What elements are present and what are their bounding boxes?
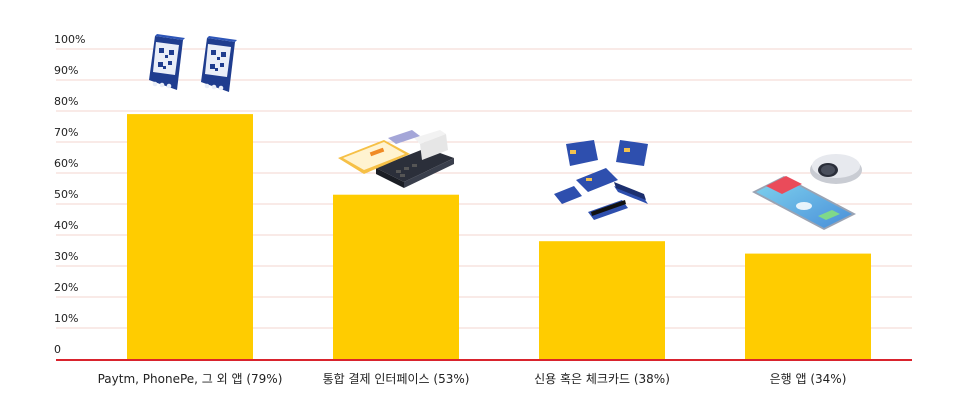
category-labels: Paytm, PhonePe, 그 외 앱 (79%) 통합 결제 인터페이스 (… <box>98 371 847 386</box>
smartphone-payment-icon <box>752 154 862 230</box>
y-tick-label: 70% <box>54 126 78 139</box>
y-tick-label: 80% <box>54 95 78 108</box>
category-label: 은행 앱 (34%) <box>770 371 847 386</box>
category-label: 통합 결제 인터페이스 (53%) <box>323 372 470 386</box>
y-tick-label: 40% <box>54 219 78 232</box>
bars <box>127 114 871 359</box>
bar <box>745 253 871 359</box>
bar <box>539 241 665 359</box>
y-tick-label: 10% <box>54 312 78 325</box>
y-tick-labels: 0 10% 20% 30% 40% 50% 60% 70% 80% 90% 100% <box>54 33 85 356</box>
bar <box>127 114 253 359</box>
qr-stand-icon <box>149 34 237 92</box>
bar <box>333 194 459 359</box>
card-terminal-icon <box>338 130 454 188</box>
y-tick-label: 20% <box>54 281 78 294</box>
y-tick-label: 50% <box>54 188 78 201</box>
y-tick-label: 60% <box>54 157 78 170</box>
y-tick-label: 100% <box>54 33 85 46</box>
credit-cards-icon <box>554 140 648 220</box>
y-tick-label: 0 <box>54 343 61 356</box>
category-label: 신용 혹은 체크카드 (38%) <box>534 372 670 386</box>
category-label: Paytm, PhonePe, 그 외 앱 (79%) <box>98 372 283 386</box>
y-tick-label: 90% <box>54 64 78 77</box>
y-tick-label: 30% <box>54 250 78 263</box>
